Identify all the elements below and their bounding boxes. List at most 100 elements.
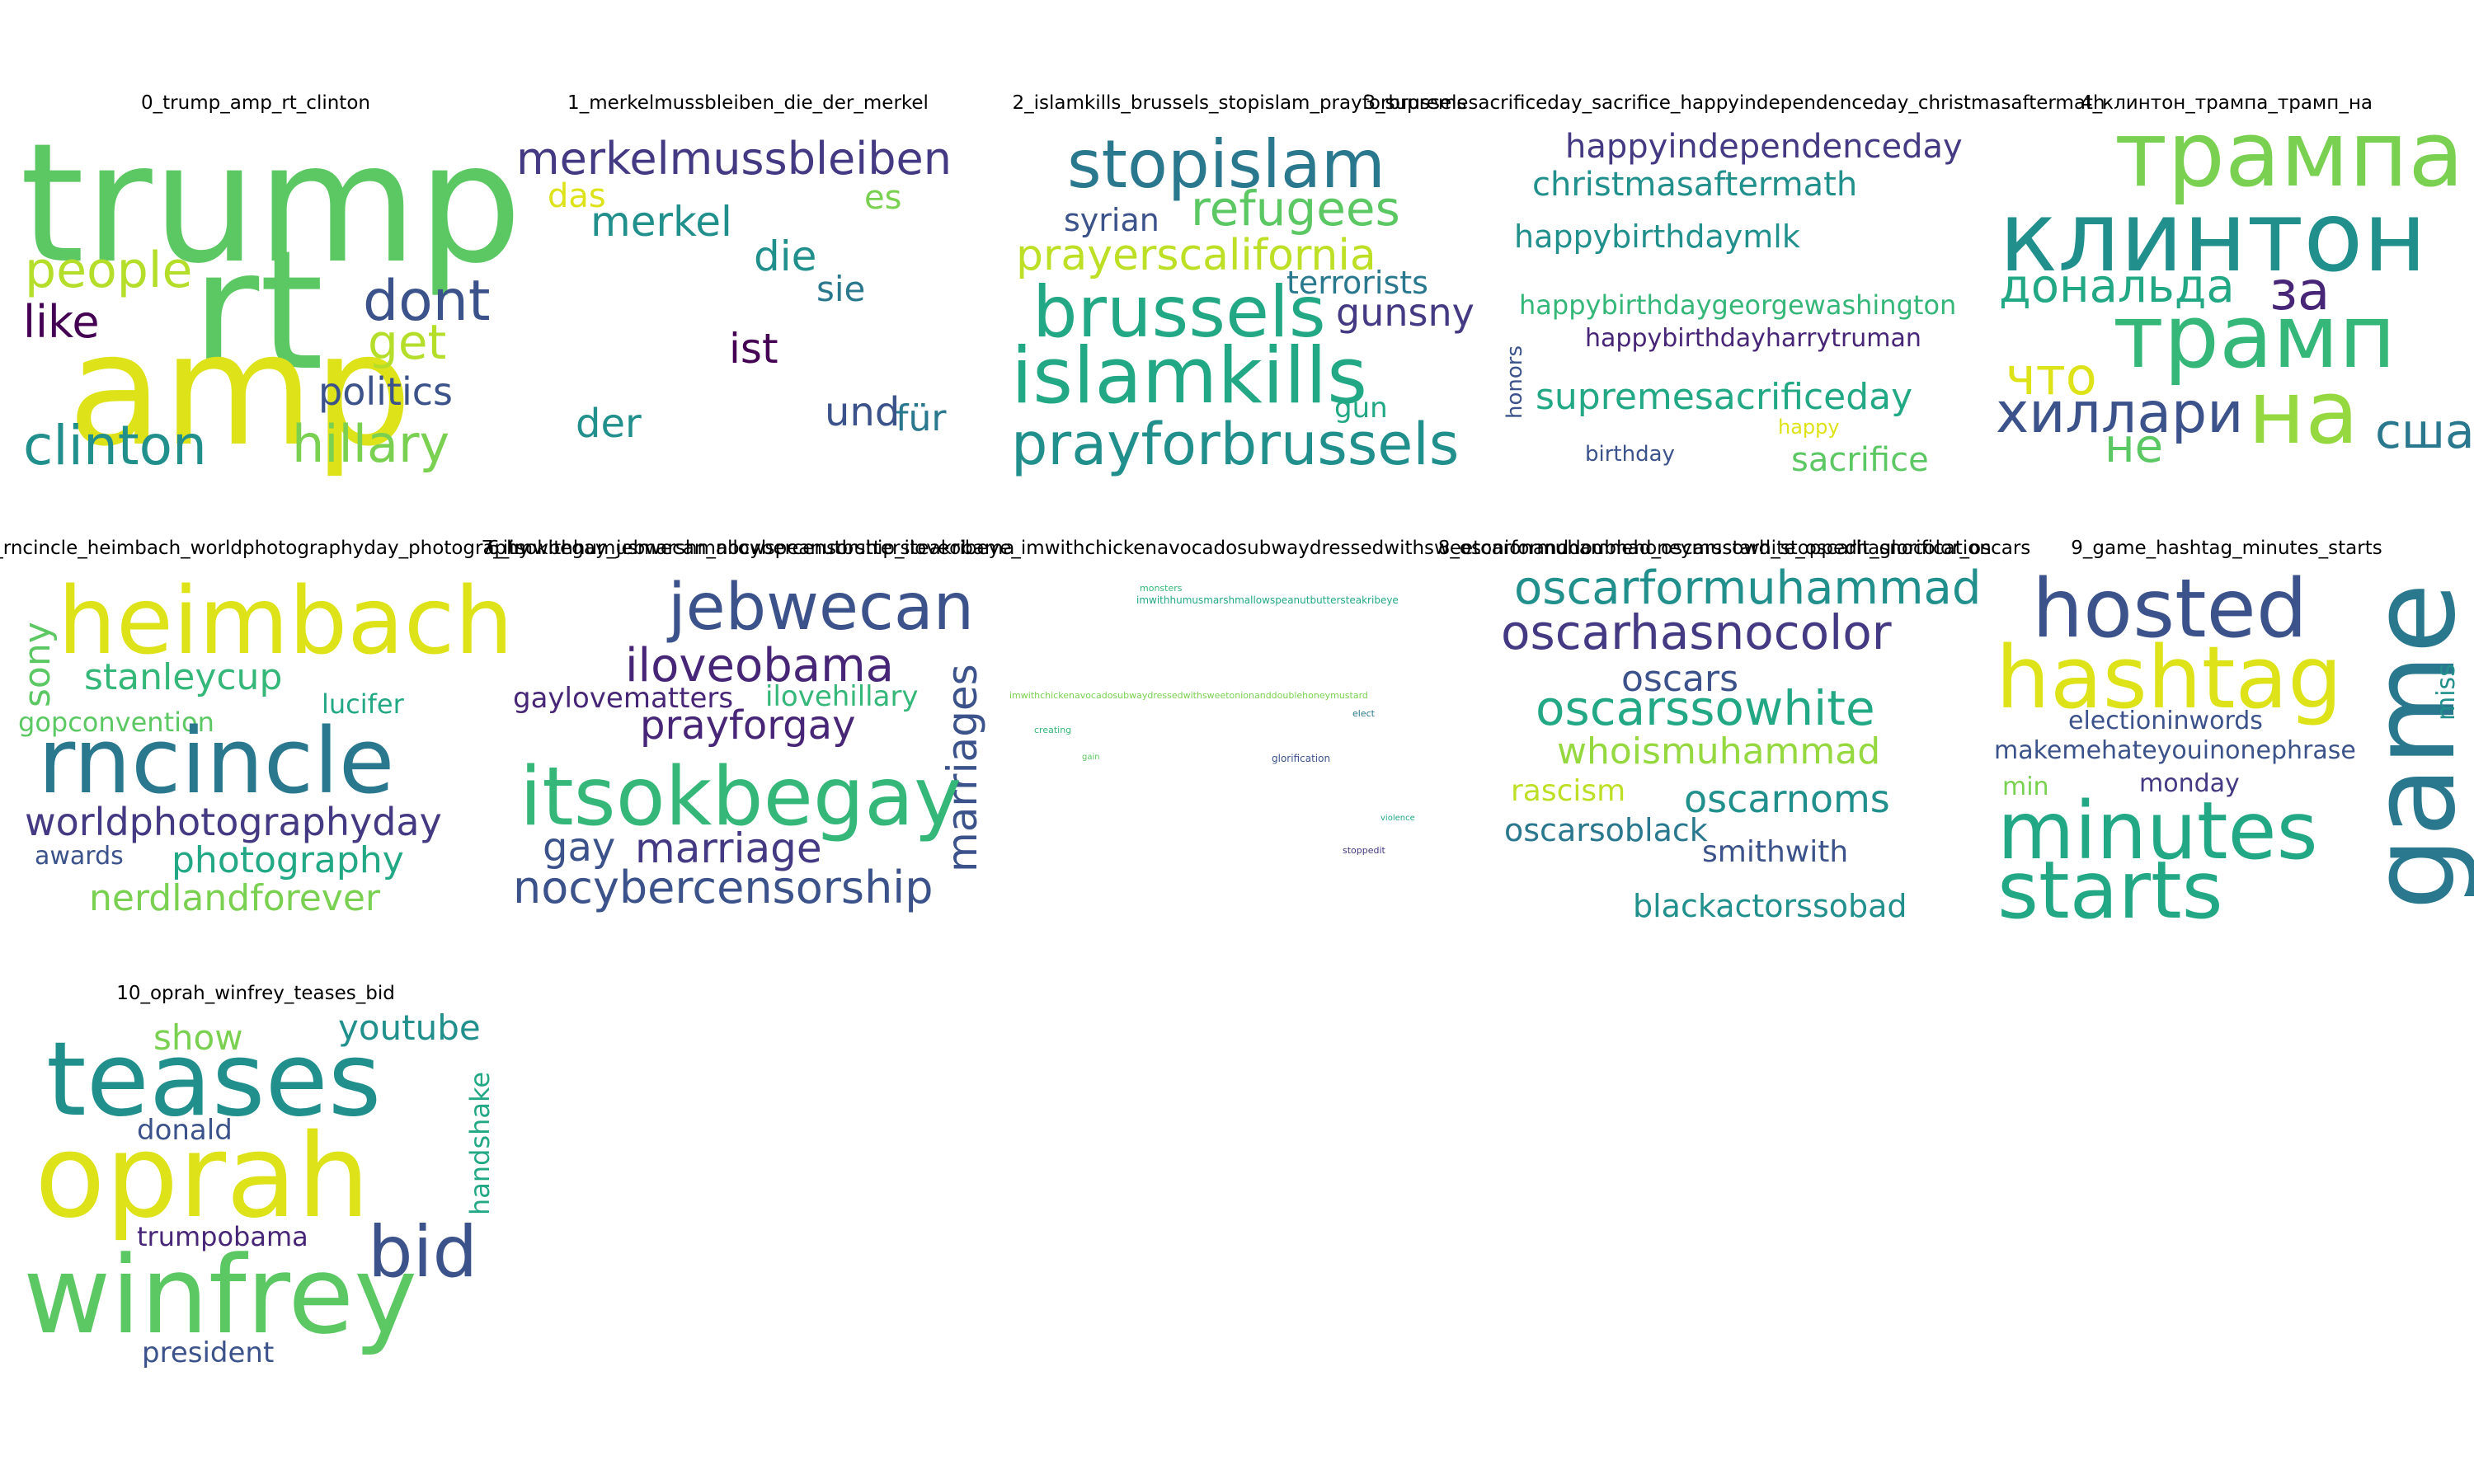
cloud-word: whoismuhammad [1557, 730, 1881, 773]
panel-title-8: 8_oscarformuhammad_oscarssowhite_oscarha… [1437, 538, 2031, 559]
cloud-word: sie [816, 269, 866, 309]
cloud-word: islamkills [1011, 331, 1368, 421]
cloud-word: oscarhasnocolor [1501, 604, 1892, 660]
cloud-word: imwithchickenavocadosubwaydressedwithswe… [1009, 690, 1368, 701]
cloud-word: blackactorssobad [1633, 888, 1907, 924]
cloud-word: awards [35, 842, 124, 871]
panel-title-7: 7_itsokbegay_jebwecan_nocybercensorship_… [481, 538, 1015, 559]
cloud-word: happyindependenceday [1565, 128, 1963, 166]
cloud-word: хиллари [1996, 381, 2244, 446]
cloud-word: prayerscalifornia [1016, 231, 1376, 280]
cloud-word: youtube [338, 1007, 481, 1048]
cloud-word: sacrifice [1791, 441, 1929, 479]
cloud-word: prayforbrussels [1011, 411, 1460, 478]
cloud-word: teases [46, 1021, 382, 1139]
cloud-word: die [754, 232, 817, 280]
cloud-word: game [2347, 582, 2474, 910]
cloud-word: rncincle [38, 708, 395, 814]
cloud-word: hillary [292, 414, 450, 474]
cloud-word: president [142, 1336, 275, 1369]
panel-title-0: 0_trump_amp_rt_clinton [141, 92, 370, 114]
cloud-word: oscars [1621, 658, 1739, 700]
cloud-word: oscarnoms [1684, 777, 1890, 821]
cloud-word: gay [543, 824, 616, 871]
cloud-word: elect [1352, 708, 1375, 719]
cloud-word: supremesacrificeday [1536, 376, 1913, 418]
cloud-word: hosted [2032, 562, 2308, 656]
cloud-word: show [153, 1017, 243, 1058]
cloud-word: terrorists [1286, 265, 1428, 301]
cloud-word: people [25, 242, 193, 299]
cloud-word: gun [1334, 392, 1388, 425]
cloud-word: electioninwords [2068, 707, 2263, 735]
cloud-word: miss [2432, 664, 2461, 721]
cloud-word: oscarsoblack [1504, 812, 1708, 848]
cloud-word: christmasaftermath [1532, 166, 1858, 204]
cloud-word: трампа [2114, 101, 2464, 207]
cloud-word: monday [2139, 769, 2240, 798]
cloud-word: trump [20, 108, 523, 300]
cloud-word: min [2002, 773, 2049, 801]
cloud-word: на [2248, 362, 2359, 463]
cloud-word: oscarformuhammad [1514, 561, 1982, 615]
cloud-word: makemehateyouinonephrase [1994, 736, 2356, 765]
cloud-word: itsokbegay [520, 750, 962, 844]
cloud-word: monsters [1140, 583, 1183, 594]
cloud-word: hashtag [1996, 627, 2343, 728]
cloud-word: trumpobama [137, 1221, 308, 1252]
cloud-word: happybirthdaymlk [1514, 218, 1800, 255]
cloud-word: iloveobama [625, 639, 894, 693]
cloud-word: winfrey [23, 1233, 418, 1358]
cloud-word: bid [368, 1211, 478, 1294]
cloud-word: gaylovematters [513, 682, 734, 715]
cloud-word: brussels [1032, 271, 1326, 354]
panel-title-4: 4_клинтон_трампа_трамп_на [2081, 92, 2373, 114]
cloud-word: что [2006, 346, 2097, 406]
cloud-word: clinton [23, 414, 207, 477]
cloud-word: smithwith [1702, 835, 1849, 869]
cloud-word: heimbach [58, 568, 514, 675]
cloud-word: syrian [1064, 202, 1159, 238]
cloud-word: glorification [1272, 753, 1331, 764]
cloud-word: rt [191, 215, 324, 407]
cloud-word: minutes [1997, 785, 2318, 877]
cloud-word: prayforgay [640, 702, 856, 749]
cloud-word: creating [1034, 725, 1072, 735]
cloud-word: violence [1380, 814, 1415, 823]
cloud-word: refugees [1191, 181, 1400, 237]
cloud-word: es [864, 179, 902, 217]
cloud-word: marriage [635, 824, 822, 872]
cloud-word: donald [137, 1114, 233, 1147]
cloud-word: birthday [1585, 442, 1675, 467]
panel-title-5: 5_rncincle_heimbach_worldphotographyday_… [0, 538, 530, 559]
cloud-word: merkelmussbleiben [516, 133, 952, 185]
cloud-word: nocybercensorship [513, 862, 934, 913]
cloud-word: handshake [464, 1071, 496, 1215]
cloud-word: stoppedit [1343, 845, 1385, 856]
panel-title-10: 10_oprah_winfrey_teases_bid [116, 983, 395, 1004]
cloud-word: worldphotographyday [25, 800, 442, 844]
cloud-word: like [23, 296, 100, 348]
cloud-word: не [2105, 420, 2164, 473]
cloud-word: gunsny [1336, 290, 1475, 335]
cloud-word: get [368, 314, 447, 370]
cloud-word: photography [172, 839, 404, 881]
cloud-word: сша [2375, 403, 2474, 459]
cloud-word: happy [1778, 416, 1840, 439]
cloud-word: der [576, 401, 642, 447]
cloud-word: politics [318, 369, 453, 414]
cloud-word: sony [16, 622, 59, 707]
cloud-word: für [896, 397, 947, 439]
cloud-word: happybirthdaygeorgewashington [1519, 289, 1957, 321]
cloud-word: ist [729, 325, 778, 373]
cloud-word: oscarssowhite [1536, 680, 1875, 736]
cloud-word: imwithhumusmarshmallowspeanutbuttersteak… [1136, 594, 1399, 606]
cloud-word: jebwecan [668, 571, 975, 645]
cloud-word: und [825, 389, 901, 435]
cloud-word: happybirthdayharrytruman [1585, 324, 1921, 353]
cloud-word: oprah [35, 1110, 370, 1244]
cloud-word: stopislam [1067, 126, 1385, 203]
panel-title-2: 2_islamkills_brussels_stopislam_prayforb… [1012, 92, 1467, 114]
cloud-word: das [548, 177, 606, 215]
cloud-word: starts [1997, 844, 2223, 937]
